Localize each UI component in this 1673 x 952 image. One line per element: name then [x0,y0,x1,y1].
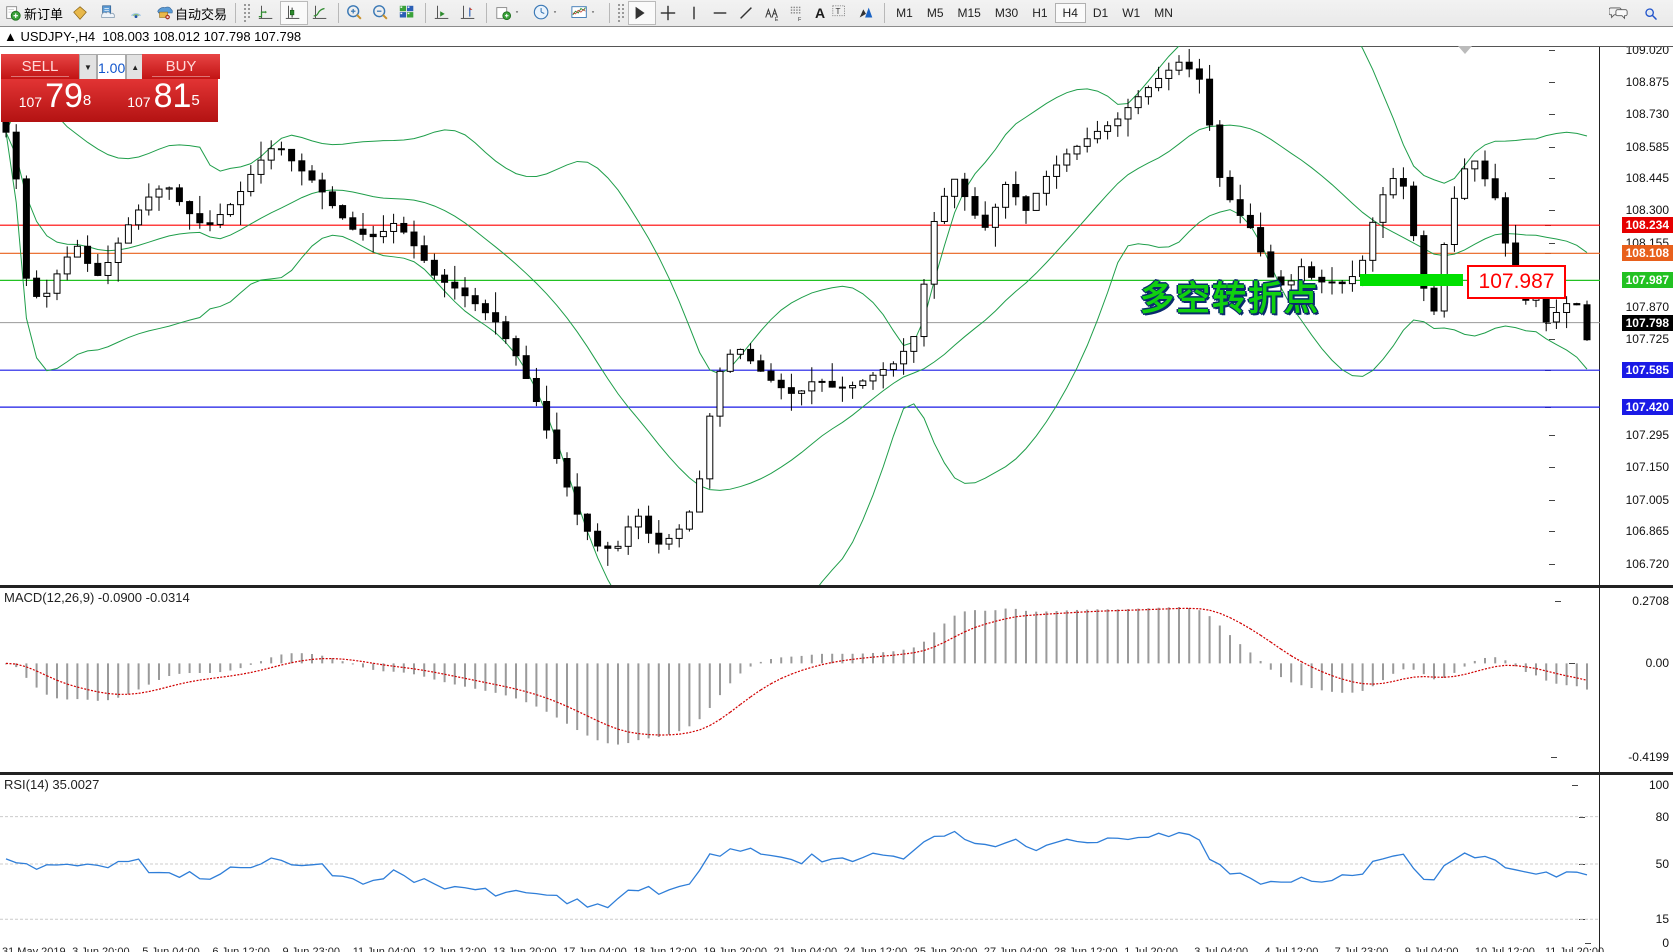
svg-text:E: E [775,17,779,22]
svg-text:T: T [836,7,841,16]
svg-text:F: F [798,17,802,22]
